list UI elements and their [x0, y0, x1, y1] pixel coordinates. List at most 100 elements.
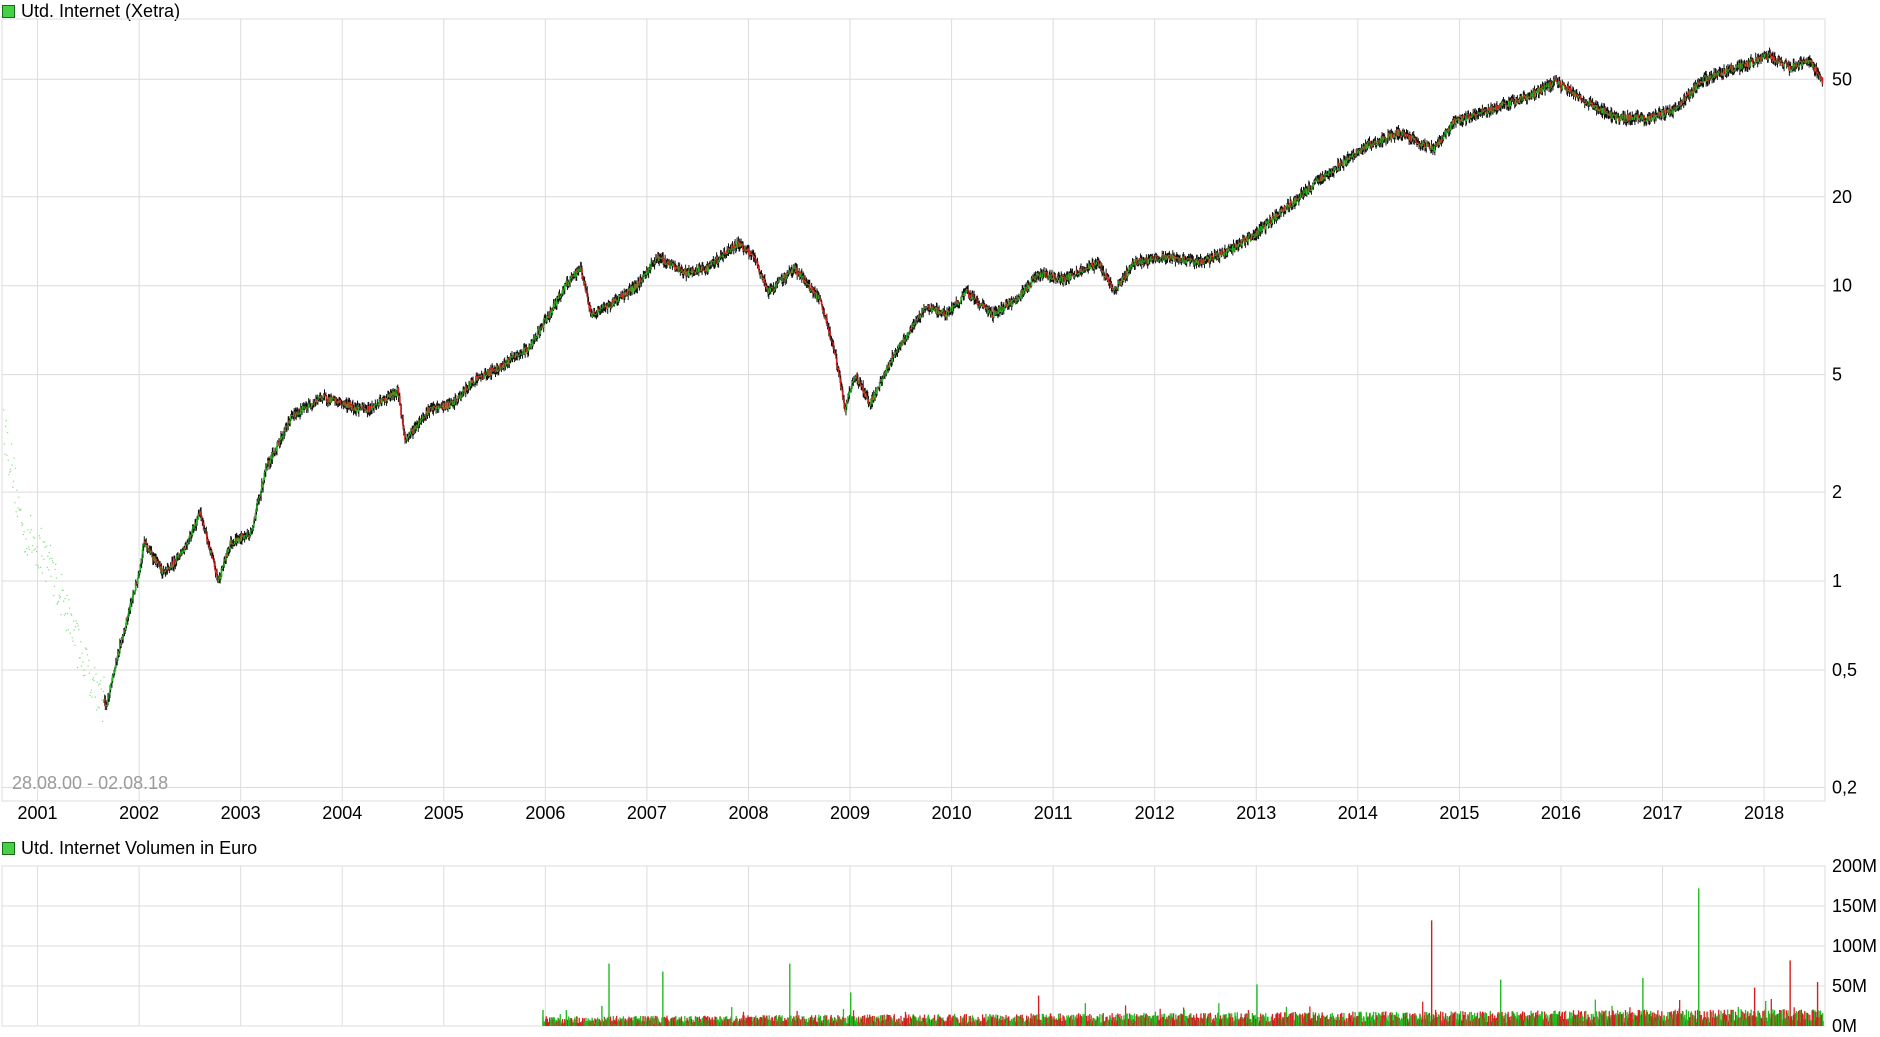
price-candle	[1557, 84, 1560, 86]
price-candle	[1074, 274, 1076, 276]
price-candle	[1340, 160, 1343, 163]
price-candle	[971, 293, 974, 295]
price-candle	[1141, 261, 1144, 264]
price-candle	[263, 472, 266, 481]
price-candle	[931, 305, 934, 312]
price-candle	[868, 403, 871, 406]
price-candle	[410, 430, 412, 435]
price-candle	[831, 340, 834, 342]
price-candle	[1136, 264, 1139, 266]
price-candle	[1375, 143, 1378, 146]
price-candle	[217, 579, 220, 582]
price-candle	[501, 368, 503, 370]
price-candle	[1427, 142, 1430, 145]
price-candle	[468, 382, 471, 385]
price-candle	[688, 269, 690, 277]
price-candle	[118, 651, 121, 656]
price-candle	[421, 419, 424, 421]
price-candle	[891, 354, 894, 357]
price-candle	[1123, 276, 1125, 278]
price-dot	[10, 443, 13, 445]
price-dot	[35, 564, 37, 566]
price-dot	[73, 629, 75, 631]
price-candle	[787, 273, 789, 275]
price-candle	[855, 376, 857, 379]
price-candle	[769, 287, 772, 293]
price-candle	[186, 542, 189, 545]
price-candle	[611, 299, 614, 307]
price-candle	[1158, 260, 1160, 262]
price-candle	[433, 405, 436, 408]
price-dot	[90, 689, 93, 691]
price-dot	[76, 666, 79, 669]
price-candle	[1058, 276, 1061, 278]
price-candle	[911, 325, 913, 330]
price-candle	[1105, 273, 1108, 279]
price-candle	[1082, 271, 1084, 273]
price-candle	[233, 541, 236, 545]
price-candle	[1117, 283, 1119, 289]
price-candle	[1247, 238, 1249, 242]
price-candle	[839, 375, 841, 379]
price-candle	[511, 357, 514, 359]
price-candle	[1074, 274, 1077, 276]
price-candle	[897, 344, 900, 349]
price-candle	[286, 426, 289, 428]
price-candle	[131, 598, 134, 601]
price-candle	[519, 354, 521, 356]
price-candle	[1445, 131, 1448, 135]
price-candle	[650, 261, 653, 269]
price-candle	[386, 398, 389, 402]
price-dot	[60, 614, 62, 616]
price-candle	[822, 309, 825, 312]
price-dot	[98, 707, 100, 709]
price-candle	[1627, 114, 1630, 121]
price-dot	[16, 515, 19, 517]
price-candle	[1222, 252, 1224, 254]
price-candle	[820, 298, 822, 302]
price-dot	[101, 699, 103, 702]
price-candle	[204, 529, 207, 531]
price-candle	[773, 291, 775, 293]
price-candle	[1038, 273, 1041, 275]
price-candle	[1332, 170, 1335, 174]
price-candle	[892, 356, 895, 358]
price-candle	[878, 387, 880, 389]
price-candle	[563, 289, 566, 291]
price-candle	[500, 364, 503, 369]
price-candle	[506, 358, 509, 365]
price-candle	[1342, 159, 1345, 167]
price-candle	[632, 285, 635, 287]
price-candle	[127, 613, 130, 618]
price-candle	[300, 407, 303, 412]
price-candle	[130, 600, 133, 603]
price-candle	[977, 302, 980, 305]
price-candle	[758, 270, 761, 275]
price-candle	[866, 396, 869, 400]
price-candle	[1278, 210, 1281, 216]
price-dot	[93, 679, 95, 682]
price-candle	[829, 338, 832, 340]
price-candle	[1218, 257, 1220, 259]
price-candle	[1467, 113, 1470, 117]
price-candle	[1567, 85, 1570, 91]
price-dot	[33, 549, 35, 551]
price-dot	[56, 603, 58, 605]
price-dot	[20, 522, 23, 524]
price-candle	[992, 310, 995, 318]
price-candle	[647, 268, 650, 273]
price-candle	[1049, 278, 1052, 280]
price-candle	[1497, 105, 1500, 109]
price-candle	[910, 328, 913, 330]
price-candle	[545, 321, 548, 323]
price-candle	[428, 409, 431, 413]
price-candle	[122, 635, 125, 640]
price-dot	[75, 620, 77, 622]
price-candle	[464, 386, 467, 393]
price-candle	[595, 313, 598, 315]
price-candle	[555, 298, 558, 306]
price-candle	[306, 407, 309, 410]
price-candle	[359, 406, 362, 409]
price-candle	[1257, 234, 1259, 236]
price-candle	[126, 617, 129, 620]
